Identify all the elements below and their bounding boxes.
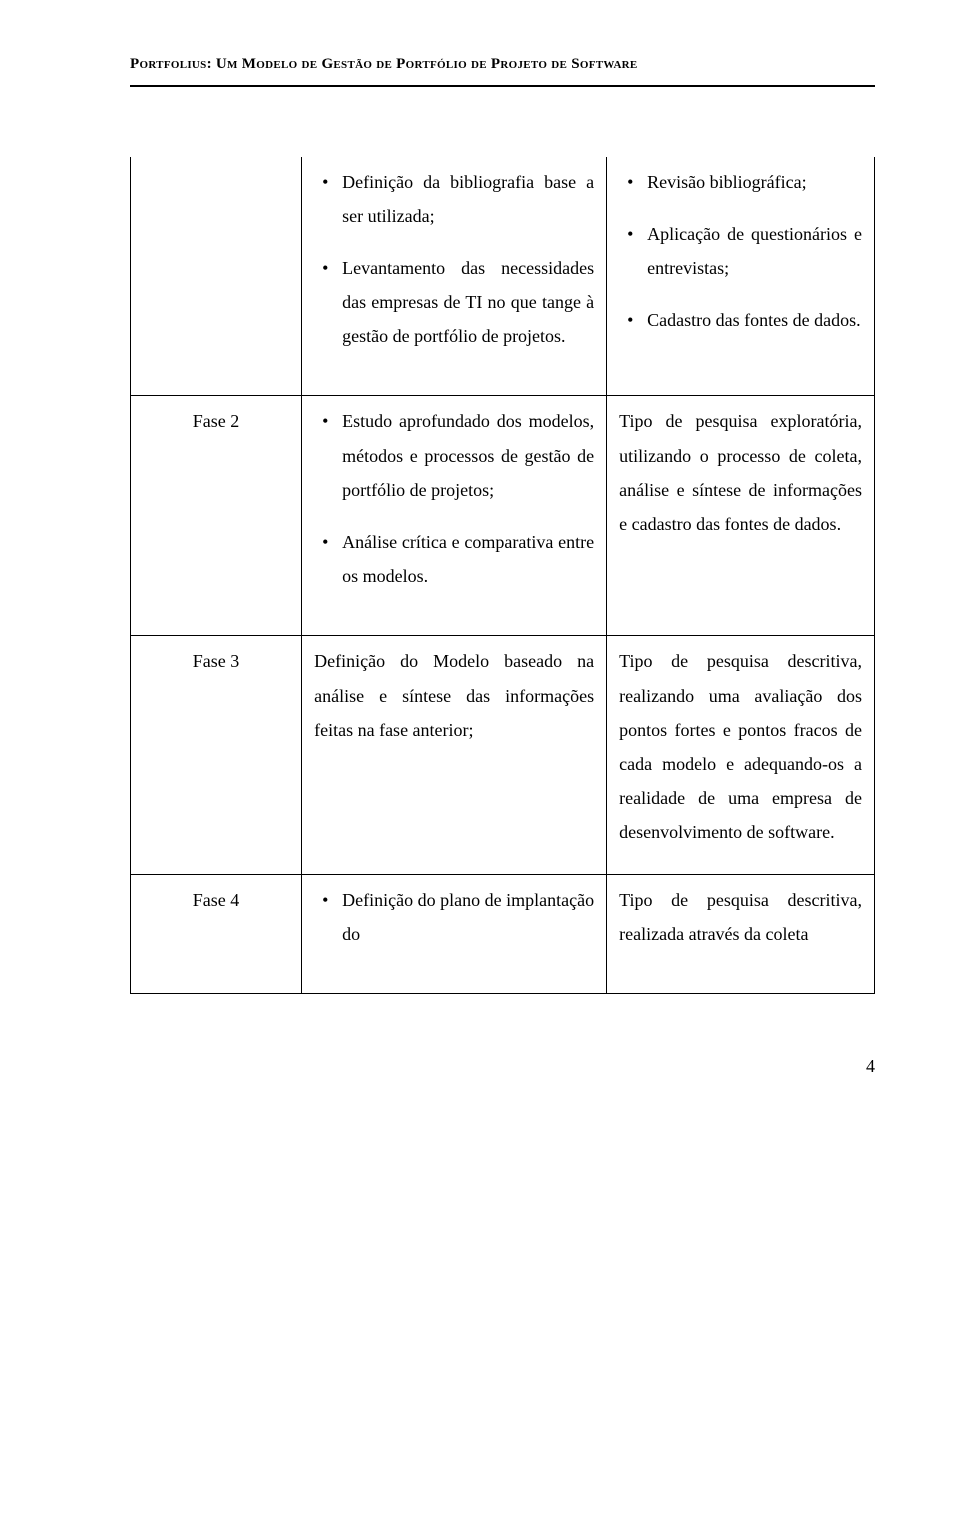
list-item: Levantamento das necessidades das empres… (342, 251, 594, 354)
activities-cell: Definição da bibliografia base a ser uti… (302, 157, 607, 396)
table-row: Fase 4 Definição do plano de implantação… (131, 874, 875, 993)
list-item: Estudo aprofundado dos modelos, métodos … (342, 404, 594, 507)
table-row: Definição da bibliografia base a ser uti… (131, 157, 875, 396)
activities-list: Definição da bibliografia base a ser uti… (314, 165, 594, 354)
activities-cell: Definição do plano de implantação do (302, 874, 607, 993)
description-list: Revisão bibliográfica; Aplicação de ques… (619, 165, 862, 338)
table-row: Fase 2 Estudo aprofundado dos modelos, m… (131, 396, 875, 636)
activities-list: Estudo aprofundado dos modelos, métodos … (314, 404, 594, 593)
description-cell: Revisão bibliográfica; Aplicação de ques… (607, 157, 875, 396)
header-title: Portfolius: Um Modelo de Gestão de Portf… (130, 56, 638, 72)
list-item: Aplicação de questionários e entrevistas… (647, 217, 862, 285)
activities-list: Definição do plano de implantação do (314, 883, 594, 951)
description-text: Tipo de pesquisa descritiva, realizada a… (619, 890, 862, 944)
list-item: Definição do plano de implantação do (342, 883, 594, 951)
description-cell: Tipo de pesquisa descritiva, realizada a… (607, 874, 875, 993)
page-number-value: 4 (866, 1056, 875, 1076)
list-item: Cadastro das fontes de dados. (647, 303, 862, 337)
description-text: Tipo de pesquisa exploratória, utilizand… (619, 411, 862, 534)
list-item: Revisão bibliográfica; (647, 165, 862, 199)
phase-cell: Fase 2 (131, 396, 302, 636)
list-item: Definição da bibliografia base a ser uti… (342, 165, 594, 233)
phase-label: Fase 3 (193, 651, 240, 671)
page-number: 4 (130, 1049, 875, 1083)
phase-label: Fase 4 (193, 890, 240, 910)
description-text: Tipo de pesquisa descritiva, realizando … (619, 651, 862, 842)
description-cell: Tipo de pesquisa exploratória, utilizand… (607, 396, 875, 636)
phase-label: Fase 2 (193, 411, 240, 431)
activities-cell: Estudo aprofundado dos modelos, métodos … (302, 396, 607, 636)
description-cell: Tipo de pesquisa descritiva, realizando … (607, 636, 875, 874)
phase-cell (131, 157, 302, 396)
table-row: Fase 3 Definição do Modelo baseado na an… (131, 636, 875, 874)
activities-cell: Definição do Modelo baseado na análise e… (302, 636, 607, 874)
phase-cell: Fase 3 (131, 636, 302, 874)
phase-cell: Fase 4 (131, 874, 302, 993)
list-item: Análise crítica e comparativa entre os m… (342, 525, 594, 593)
activities-text: Definição do Modelo baseado na análise e… (314, 651, 594, 739)
methodology-table: Definição da bibliografia base a ser uti… (130, 157, 875, 994)
document-header: Portfolius: Um Modelo de Gestão de Portf… (130, 50, 875, 87)
